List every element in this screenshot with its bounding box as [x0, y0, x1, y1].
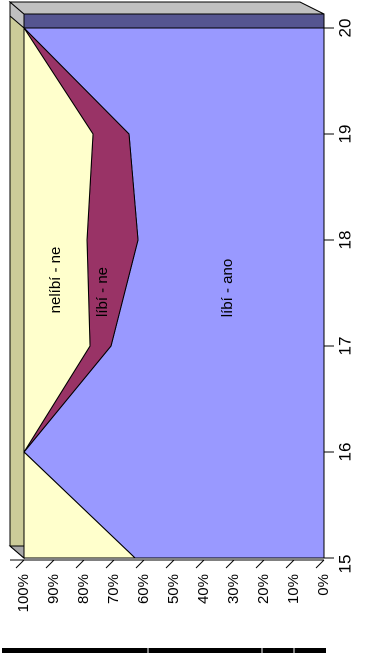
value-tick-label-6: 60%	[135, 574, 152, 604]
value-tick-1	[285, 559, 295, 569]
value-tick-label-0: 0%	[315, 574, 332, 596]
area-layer	[22, 13, 325, 559]
category-tick-label-5: 20	[335, 19, 354, 38]
value-tick-label-4: 40%	[195, 574, 212, 604]
value-tick-7	[105, 559, 115, 569]
x-axis: 15 16 17 18 19 20	[323, 14, 354, 574]
category-tick-label-1: 16	[335, 443, 354, 462]
value-tick-9	[45, 559, 55, 569]
top-edge	[8, 1, 325, 15]
value-tick-8	[75, 559, 85, 569]
floor-wall	[9, 14, 25, 560]
value-tick-5	[165, 559, 175, 569]
value-tick-label-3: 30%	[225, 574, 242, 604]
value-tick-0	[315, 559, 325, 569]
y-axis: 0% 10% 20% 30% 40% 50% 60% 70% 80% 90% 100%	[10, 559, 332, 612]
category-tick-label-2: 17	[335, 337, 354, 356]
value-tick-3	[225, 559, 235, 569]
top-band	[23, 13, 325, 29]
series-label-0: líbí - ano	[219, 259, 236, 317]
value-tick-label-2: 20%	[255, 574, 272, 604]
value-tick-2	[255, 559, 265, 569]
value-tick-label-8: 80%	[75, 574, 92, 604]
value-tick-label-1: 10%	[285, 574, 302, 604]
category-tick-label-3: 18	[335, 231, 354, 250]
value-tick-4	[195, 559, 205, 569]
bottom-table-bar	[2, 648, 326, 653]
value-tick-6	[135, 559, 145, 569]
category-tick-label-0: 15	[335, 555, 354, 574]
value-tick-label-7: 70%	[105, 574, 122, 604]
value-tick-label-10: 100%	[15, 574, 32, 612]
series-label-1: líbí - ne	[94, 267, 111, 317]
value-tick-label-5: 50%	[165, 574, 182, 604]
series-labels: líbí - ano líbí - ne nelíbí - ne	[47, 247, 236, 318]
value-tick-10	[15, 559, 25, 569]
value-tick-label-9: 90%	[45, 574, 62, 604]
category-tick-label-4: 19	[335, 125, 354, 144]
series-label-2: nelíbí - ne	[47, 247, 64, 314]
